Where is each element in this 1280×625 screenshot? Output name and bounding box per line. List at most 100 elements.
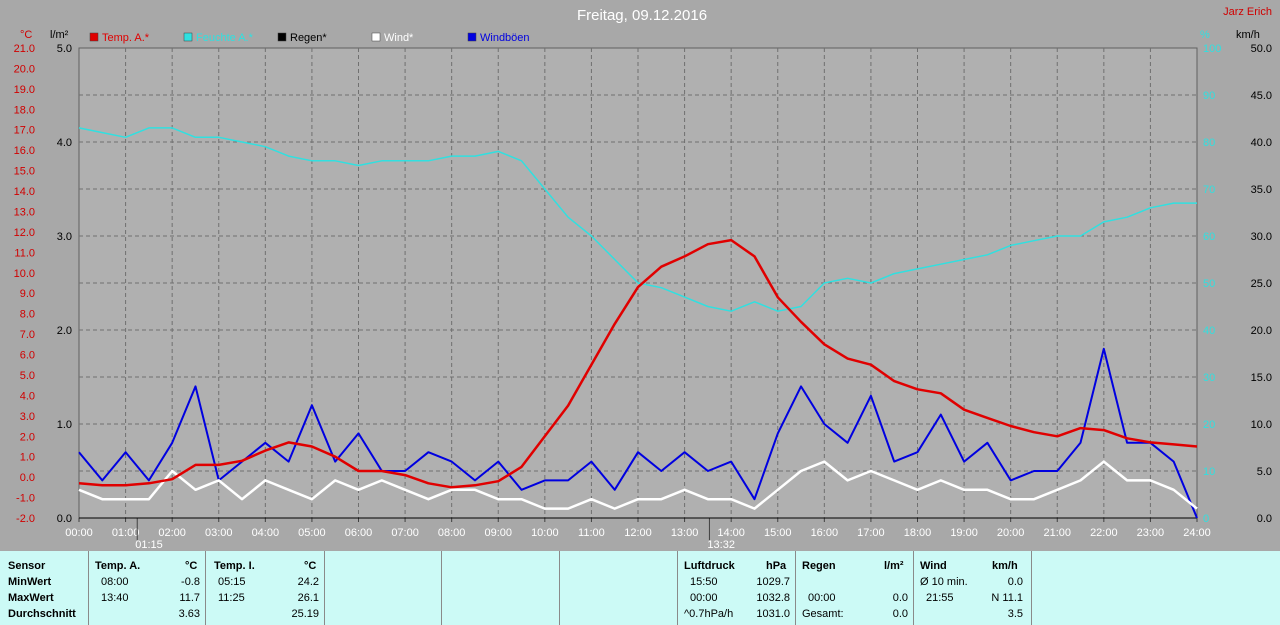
wind-max-val: N 11.1 <box>991 592 1023 604</box>
temp-a-unit: °C <box>185 560 198 572</box>
series-line-feuchte-a <box>78 127 1197 312</box>
temp-a-min-time: 08:00 <box>101 576 129 588</box>
rain-max-time: 00:00 <box>808 592 836 604</box>
humidity-tick-label: 70 <box>1203 184 1215 196</box>
time-tick-label: 13:00 <box>671 527 699 539</box>
min-label: MinWert <box>8 576 52 588</box>
wind-tick-label: 30.0 <box>1251 231 1272 243</box>
temp-tick-label: 16.0 <box>14 145 35 157</box>
temp-tick-label: 18.0 <box>14 104 35 116</box>
wind-tick-label: 5.0 <box>1257 466 1272 478</box>
series-line-temp-a <box>78 238 1198 489</box>
wind-mean-val: 3.5 <box>1007 608 1023 620</box>
legend-swatch <box>183 32 193 42</box>
wind-tick-label: 0.0 <box>1257 513 1272 525</box>
time-tick-label: 21:00 <box>1043 527 1071 539</box>
wind-unit: km/h <box>992 560 1018 572</box>
time-tick-label: 07:00 <box>391 527 419 539</box>
pressure-unit: hPa <box>766 560 787 572</box>
temp-i-min-time: 05:15 <box>218 576 246 588</box>
time-tick-label: 05:00 <box>298 527 326 539</box>
legend-label: Temp. A.* <box>102 32 150 44</box>
summary-empty-col-2 <box>441 551 560 625</box>
rain-tick-label: 4.0 <box>57 137 72 149</box>
humidity-tick-label: 30 <box>1203 372 1215 384</box>
time-tick-label: 23:00 <box>1137 527 1165 539</box>
time-tick-label: 18:00 <box>904 527 932 539</box>
legend-label: Wind* <box>384 32 414 44</box>
wind-tick-label: 15.0 <box>1251 372 1272 384</box>
marker-label: 13:32 <box>707 539 735 551</box>
summary-sensor-col: Sensor MinWert MaxWert Durchschnitt <box>0 551 88 625</box>
temp-i-unit: °C <box>304 560 317 572</box>
temp-a-min-val: -0.8 <box>181 576 200 588</box>
legend-label: Feuchte A.* <box>196 32 254 44</box>
temp-i-avg-val: 25.19 <box>291 608 319 620</box>
time-tick-label: 22:00 <box>1090 527 1118 539</box>
legend-swatch <box>371 32 381 42</box>
time-tick-label: 14:00 <box>717 527 745 539</box>
time-tick-label: 02:00 <box>158 527 186 539</box>
rain-tick-label: 0.0 <box>57 513 72 525</box>
grid <box>79 48 1197 518</box>
humidity-tick-label: 40 <box>1203 325 1215 337</box>
rain-unit: l/m² <box>884 560 904 572</box>
summary-empty-col-3 <box>559 551 678 625</box>
humidity-tick-label: 90 <box>1203 90 1215 102</box>
temp-tick-label: 8.0 <box>20 309 35 321</box>
summary-rain-col: Regen l/m² 00:00 0.0 Gesamt: 0.0 <box>795 551 914 625</box>
wind-tick-label: 40.0 <box>1251 137 1272 149</box>
rain-axis: 5.0 4.0 3.0 2.0 1.0 0.0 <box>57 43 72 525</box>
summary-empty-col-4 <box>1031 551 1280 625</box>
summary-wind-col: Wind km/h Ø 10 min. 0.0 21:55 N 11.1 3.5 <box>913 551 1032 625</box>
temp-tick-label: 12.0 <box>14 227 35 239</box>
temp-tick-label: 5.0 <box>20 370 35 382</box>
humidity-tick-label: 60 <box>1203 231 1215 243</box>
temp-a-header: Temp. A. <box>95 560 141 572</box>
temp-a-max-time: 13:40 <box>101 592 129 604</box>
time-tick-label: 10:00 <box>531 527 559 539</box>
time-axis: 00:00 01:00 02:00 03:00 04:00 05:00 06:00 07:00… <box>65 518 1211 551</box>
temp-tick-label: 17.0 <box>14 125 35 137</box>
rain-total-label: Gesamt: <box>802 608 844 620</box>
temp-tick-label: 4.0 <box>20 390 35 402</box>
time-tick-label: 06:00 <box>345 527 373 539</box>
rain-tick-label: 2.0 <box>57 325 72 337</box>
avg-label: Durchschnitt <box>8 608 76 620</box>
summary-pressure-col: Luftdruck hPa 15:50 1029.7 00:00 1032.8 … <box>677 551 796 625</box>
time-tick-label: 17:00 <box>857 527 885 539</box>
temp-tick-label: 14.0 <box>14 186 35 198</box>
temp-tick-label: 21.0 <box>14 43 35 55</box>
temp-tick-label: 1.0 <box>20 452 35 464</box>
chart-title: Freitag, 09.12.2016 <box>577 7 707 24</box>
time-tick-label: 01:00 <box>112 527 140 539</box>
summary-temp-i-col: Temp. I. °C 05:15 24.2 11:25 26.1 25.19 <box>205 551 325 625</box>
humidity-tick-label: 100 <box>1203 43 1221 55</box>
max-label: MaxWert <box>8 592 54 604</box>
time-tick-label: 03:00 <box>205 527 233 539</box>
wind-avg-label: Ø 10 min. <box>920 576 968 588</box>
humidity-tick-label: 0 <box>1203 513 1209 525</box>
author-label: Jarz Erich <box>1223 6 1272 18</box>
wind-header: Wind <box>920 560 947 572</box>
wind-avg-val: 0.0 <box>1007 576 1023 588</box>
temp-tick-label: 0.0 <box>20 472 35 484</box>
legend-label: Regen* <box>290 32 327 44</box>
temp-a-avg-val: 3.63 <box>178 608 200 620</box>
weather-chart: Freitag, 09.12.2016 Jarz Erich °C l/m² %… <box>14 6 1272 551</box>
summary-temp-a-col: Temp. A. °C 08:00 -0.8 13:40 11.7 3.63 <box>88 551 206 625</box>
wind-max-time: 21:55 <box>926 592 954 604</box>
time-tick-label: 09:00 <box>484 527 512 539</box>
time-tick-label: 08:00 <box>438 527 466 539</box>
wind-tick-label: 25.0 <box>1251 278 1272 290</box>
rain-tick-label: 5.0 <box>57 43 72 55</box>
time-tick-label: 24:00 <box>1183 527 1211 539</box>
humidity-tick-label: 10 <box>1203 466 1215 478</box>
pressure-max-time: 00:00 <box>690 592 718 604</box>
humidity-unit-label: % <box>1200 29 1210 41</box>
rain-tick-label: 3.0 <box>57 231 72 243</box>
time-tick-label: 11:00 <box>578 527 605 539</box>
summary-panel: Sensor MinWert MaxWert Durchschnitt Temp… <box>0 551 1280 625</box>
time-tick-label: 20:00 <box>997 527 1025 539</box>
pressure-min-time: 15:50 <box>690 576 718 588</box>
